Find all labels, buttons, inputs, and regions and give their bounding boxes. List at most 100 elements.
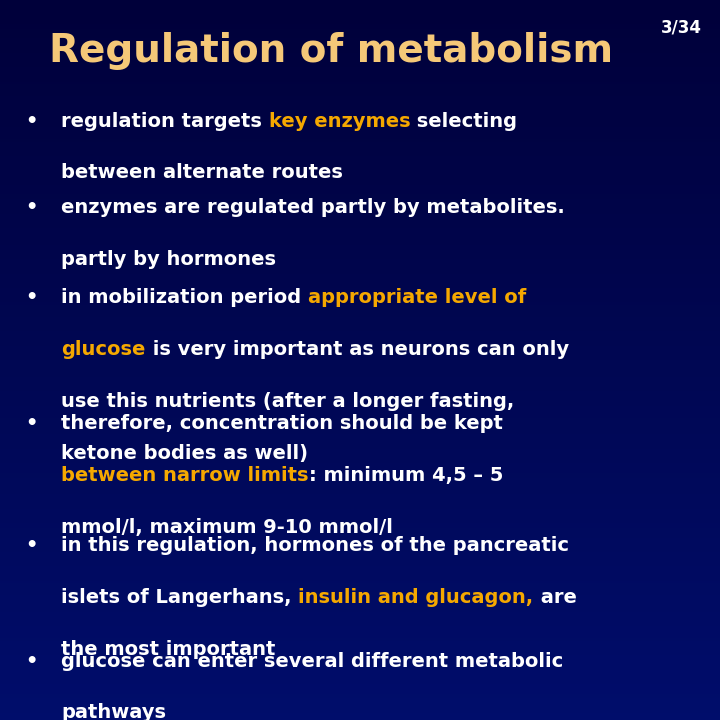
- Bar: [0, 31, 720, 34]
- Text: between narrow limits: between narrow limits: [61, 466, 309, 485]
- Bar: [0, 271, 720, 274]
- Bar: [0, 297, 720, 300]
- Bar: [0, 423, 720, 425]
- Bar: [0, 338, 720, 341]
- Bar: [0, 286, 720, 288]
- Bar: [0, 293, 720, 295]
- Bar: [0, 713, 720, 715]
- Bar: [0, 506, 720, 509]
- Bar: [0, 247, 720, 250]
- Bar: [0, 578, 720, 581]
- Bar: [0, 538, 720, 540]
- Bar: [0, 7, 720, 9]
- Bar: [0, 451, 720, 454]
- Bar: [0, 533, 720, 535]
- Bar: [0, 139, 720, 142]
- Bar: [0, 446, 720, 449]
- Bar: [0, 53, 720, 55]
- Bar: [0, 166, 720, 168]
- Text: •: •: [25, 652, 37, 670]
- Bar: [0, 113, 720, 115]
- Text: are: are: [534, 588, 577, 607]
- Bar: [0, 639, 720, 641]
- Bar: [0, 715, 720, 718]
- Bar: [0, 168, 720, 171]
- Text: the most important: the most important: [61, 640, 276, 659]
- Bar: [0, 48, 720, 50]
- Bar: [0, 634, 720, 636]
- Bar: [0, 492, 720, 495]
- Bar: [0, 115, 720, 117]
- Bar: [0, 516, 720, 518]
- Bar: [0, 163, 720, 166]
- Text: therefore, concentration should be kept: therefore, concentration should be kept: [61, 414, 503, 433]
- Bar: [0, 473, 720, 475]
- Bar: [0, 341, 720, 343]
- Bar: [0, 389, 720, 391]
- Bar: [0, 171, 720, 173]
- Bar: [0, 660, 720, 662]
- Text: pathways: pathways: [61, 703, 166, 720]
- Bar: [0, 554, 720, 557]
- Bar: [0, 41, 720, 43]
- Bar: [0, 617, 720, 619]
- Bar: [0, 427, 720, 430]
- Bar: [0, 365, 720, 367]
- Bar: [0, 693, 720, 696]
- Bar: [0, 240, 720, 243]
- Bar: [0, 463, 720, 466]
- Bar: [0, 302, 720, 305]
- Bar: [0, 245, 720, 247]
- Bar: [0, 351, 720, 353]
- Bar: [0, 173, 720, 175]
- Bar: [0, 590, 720, 593]
- Bar: [0, 86, 720, 89]
- Bar: [0, 192, 720, 194]
- Bar: [0, 259, 720, 261]
- Bar: [0, 127, 720, 130]
- Bar: [0, 679, 720, 682]
- Bar: [0, 552, 720, 554]
- Bar: [0, 696, 720, 698]
- Bar: [0, 547, 720, 549]
- Bar: [0, 254, 720, 257]
- Text: use this nutrients (after a longer fasting,: use this nutrients (after a longer fasti…: [61, 392, 515, 410]
- Text: 3/34: 3/34: [661, 18, 702, 36]
- Bar: [0, 441, 720, 444]
- Bar: [0, 238, 720, 240]
- Text: glucose: glucose: [61, 340, 145, 359]
- Text: in mobilization period: in mobilization period: [61, 288, 308, 307]
- Bar: [0, 38, 720, 41]
- Bar: [0, 216, 720, 218]
- Bar: [0, 528, 720, 531]
- Text: insulin and glucagon,: insulin and glucagon,: [299, 588, 534, 607]
- Bar: [0, 84, 720, 86]
- Bar: [0, 598, 720, 600]
- Bar: [0, 110, 720, 113]
- Bar: [0, 425, 720, 427]
- Bar: [0, 252, 720, 254]
- Bar: [0, 574, 720, 576]
- Bar: [0, 122, 720, 125]
- Bar: [0, 401, 720, 403]
- Bar: [0, 250, 720, 252]
- Bar: [0, 434, 720, 437]
- Bar: [0, 456, 720, 459]
- Bar: [0, 19, 720, 22]
- Bar: [0, 504, 720, 506]
- Bar: [0, 629, 720, 631]
- Bar: [0, 449, 720, 451]
- Bar: [0, 415, 720, 418]
- Bar: [0, 266, 720, 269]
- Bar: [0, 557, 720, 559]
- Bar: [0, 117, 720, 120]
- Bar: [0, 209, 720, 211]
- Bar: [0, 9, 720, 12]
- Bar: [0, 89, 720, 91]
- Bar: [0, 175, 720, 178]
- Text: mmol/l, maximum 9-10 mmol/l: mmol/l, maximum 9-10 mmol/l: [61, 518, 393, 536]
- Bar: [0, 94, 720, 96]
- Bar: [0, 279, 720, 281]
- Bar: [0, 614, 720, 617]
- Bar: [0, 218, 720, 221]
